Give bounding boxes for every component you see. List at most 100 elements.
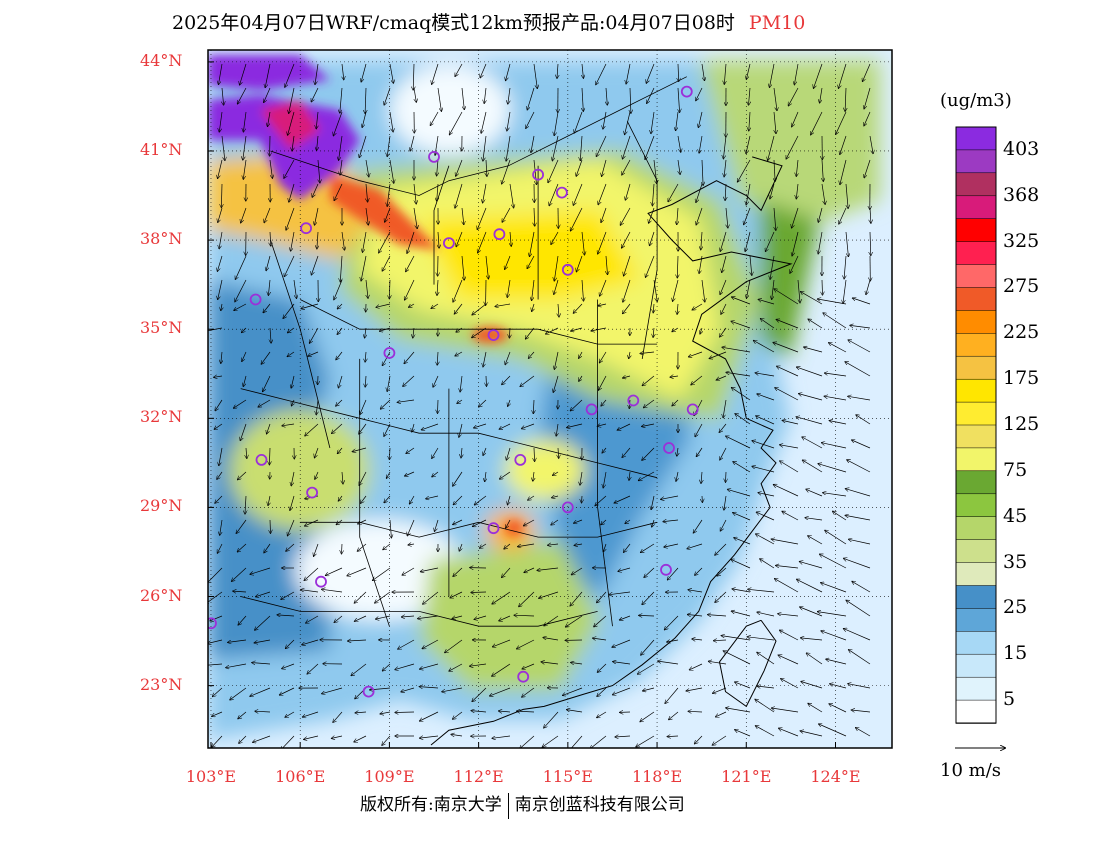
wind-vector <box>395 712 415 713</box>
wind-vector <box>471 592 487 593</box>
wind-vector <box>506 519 511 528</box>
wind-vector <box>773 485 799 497</box>
wind-vector <box>756 726 775 737</box>
wind-vector <box>215 399 223 411</box>
wind-vector <box>695 423 703 437</box>
colorbar-segment <box>955 631 997 655</box>
wind-vector <box>221 351 222 363</box>
wind-vector <box>749 111 750 131</box>
wind-vector <box>333 111 343 136</box>
wind-vector <box>720 231 727 251</box>
wind-vector <box>768 135 775 160</box>
colorbar-label: 225 <box>1003 321 1040 344</box>
wind-vector <box>338 375 343 388</box>
wind-vector <box>709 661 727 665</box>
wind-vector <box>551 231 559 244</box>
wind-vector <box>677 135 681 152</box>
wind-vector <box>472 303 487 315</box>
colorbar-label: 75 <box>1003 458 1028 481</box>
wind-vector <box>677 303 678 314</box>
colorbar-segment <box>955 676 997 701</box>
wind-vector <box>603 543 606 552</box>
wind-vector <box>437 159 438 176</box>
wind-vector <box>818 464 847 473</box>
wind-vector <box>778 655 799 665</box>
wind-vector <box>528 495 535 500</box>
wind-vector <box>775 579 799 593</box>
wind-vector <box>579 351 583 358</box>
wind-vector <box>385 207 391 222</box>
wind-vector <box>348 640 367 641</box>
wind-vector <box>845 183 848 208</box>
wind-vector <box>576 255 583 272</box>
colorbar-segment <box>955 447 997 472</box>
wind-vector <box>723 135 727 159</box>
wind-vector <box>360 399 367 415</box>
wind-vector <box>602 447 607 453</box>
wind-vector <box>486 159 487 176</box>
wind-vector <box>303 711 319 717</box>
wind-vector <box>774 207 776 230</box>
wind-vector <box>570 591 583 606</box>
colorbar-segment <box>955 333 997 357</box>
wind-vector <box>774 289 799 305</box>
wind-vector <box>268 111 271 126</box>
wind-vector <box>437 87 441 111</box>
wind-vector <box>702 159 703 185</box>
wind-vector <box>625 183 631 200</box>
wind-vector <box>687 543 703 549</box>
wind-vector <box>845 515 871 521</box>
wind-vector <box>695 567 703 575</box>
wind-vector <box>647 87 655 103</box>
wind-vector <box>582 63 583 78</box>
wind-vector <box>629 351 630 359</box>
wind-vector <box>698 111 703 127</box>
wind-vector <box>492 663 511 676</box>
wind-vector <box>380 712 391 714</box>
wind-vector <box>771 539 799 545</box>
colorbar-segment <box>955 195 997 220</box>
colorbar-segment <box>955 562 997 587</box>
wind-vector <box>623 279 631 302</box>
station-marker <box>383 347 396 359</box>
wind-vector <box>445 639 463 653</box>
wind-vector <box>847 460 871 473</box>
wind-vector <box>709 351 727 359</box>
wind-vector <box>263 303 271 313</box>
wind-vector <box>826 659 847 665</box>
wind-vector <box>626 63 631 84</box>
wind-vector <box>361 63 367 82</box>
lat-label: 29°N <box>140 496 183 516</box>
wind-vector <box>507 111 511 131</box>
wind-vector <box>821 583 847 593</box>
wind-vector <box>758 299 775 305</box>
wind-vector <box>777 366 799 377</box>
wind-vector <box>282 663 295 669</box>
wind-vector <box>724 495 726 510</box>
wind-vector <box>591 327 607 331</box>
wind-vector <box>757 686 775 688</box>
wind-vector <box>623 135 631 159</box>
wind-vector <box>490 687 511 696</box>
wind-vector <box>757 652 775 665</box>
wind-vector <box>688 615 703 617</box>
wind-vector <box>304 735 319 739</box>
wind-vector <box>774 159 775 181</box>
lat-label: 32°N <box>140 407 183 427</box>
wind-vector <box>281 591 295 599</box>
wind-vector <box>596 135 607 156</box>
wind-vector <box>230 687 247 700</box>
wind-vector <box>642 591 655 605</box>
wind-vector <box>603 111 607 129</box>
wind-vector <box>413 327 414 338</box>
wind-vector <box>774 111 776 134</box>
lon-label: 109°E <box>364 767 415 786</box>
colorbar-label: 403 <box>1003 137 1040 160</box>
wind-vector <box>640 352 655 354</box>
wind-vector <box>453 471 463 486</box>
wind-vector <box>333 711 343 722</box>
wind-vector <box>413 183 416 204</box>
wind-vector <box>701 63 705 81</box>
wind-vector <box>459 543 462 551</box>
colorbar-label: 275 <box>1003 275 1040 298</box>
